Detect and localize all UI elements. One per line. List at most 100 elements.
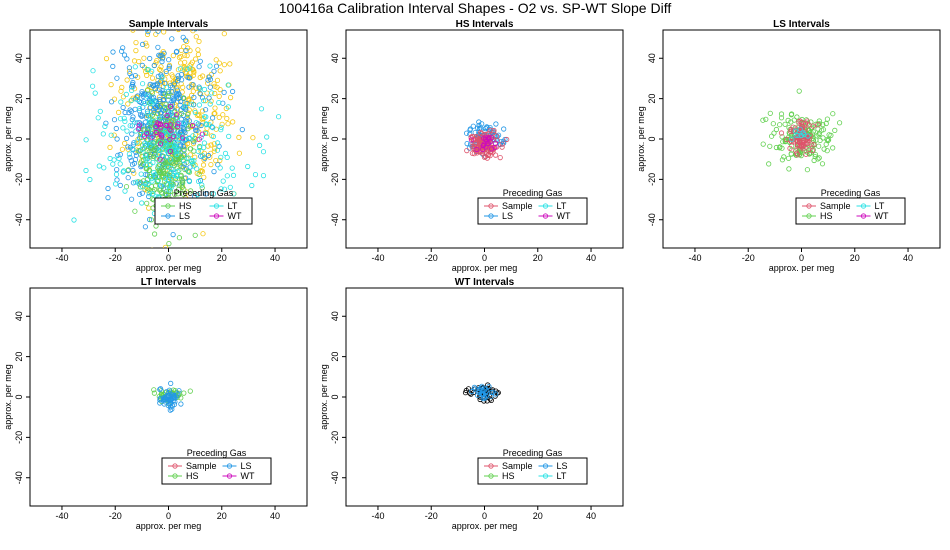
point-lt [210,191,217,197]
point-ls [193,30,198,32]
point-lt [146,191,152,197]
point-ls [197,90,203,96]
point-lt [197,85,203,91]
point-lt [107,155,113,162]
point-lt [192,109,198,116]
point-ls [196,64,202,70]
point-lt [101,165,107,171]
y-tick-label: 0 [330,136,340,141]
point-ls [488,393,494,399]
point-sample [154,57,160,64]
point-ls [502,136,508,143]
point-hs [771,130,777,136]
point-lt [148,176,154,182]
point-hs [155,165,161,171]
point-sample [163,71,169,77]
point-lt [196,178,202,184]
point-hs [177,162,183,168]
point-ls [148,136,154,142]
point-ls [197,58,203,64]
legend-box [477,457,588,485]
point-hs [760,117,766,123]
point-hs [144,200,150,206]
point-ls [146,193,152,200]
point-ls [139,112,145,118]
y-tick-label: 40 [330,311,340,321]
point-ls [193,127,199,133]
point-ls [117,182,123,188]
x-tick-label: 0 [166,511,171,521]
point-lt [83,167,89,174]
y-axis-label: approx. per meg [3,106,13,172]
point-wt [135,126,141,132]
point-lt [252,172,259,178]
point-ls [206,74,212,80]
point-wt [179,135,186,141]
point-lt [135,179,141,185]
point-lt [165,148,171,154]
point-lt [189,158,195,164]
point-ls [129,123,135,129]
point-lt [155,163,161,169]
point-hs [157,170,163,176]
x-tick-label: -40 [688,253,701,263]
point-sample [201,174,207,180]
point-ls [165,97,171,103]
legend-box [154,197,253,225]
point-sample [811,142,817,148]
point-sample [182,52,188,58]
point-sample [169,72,175,78]
point-lt [172,142,178,149]
point-hs [123,184,130,190]
point-ls [169,36,175,42]
point-hs [160,153,166,159]
point-sample [794,142,801,148]
point-sample [492,152,499,158]
point-hs [171,163,177,169]
point-sample [118,88,124,94]
point-ls [151,107,157,113]
point-sample [805,135,811,141]
point-lt [166,140,172,146]
point-sample [200,73,206,79]
point-hs [176,235,182,241]
point-lt [176,136,182,142]
point-sample [803,151,809,157]
point-lt [142,180,149,187]
point-lt [191,163,197,169]
legend-entry-lt: LT [228,201,238,211]
point-sample [802,140,808,147]
point-hs [179,176,185,182]
chart-panel-4: LT Intervals -40 -20 0 20 40 -40 -20 0 20 40 approx… [3,277,308,531]
x-tick-label: -20 [742,253,755,263]
point-sample [149,75,156,81]
point-ls [476,387,482,394]
point-ls [135,93,141,99]
point-ls [480,395,486,402]
point-lt [201,140,207,146]
point-lt [97,310,101,314]
point-wt [486,135,492,141]
point-hs [185,126,191,132]
point-lt [117,161,123,167]
point-ls [154,81,161,87]
point-ls [476,389,482,396]
point-hs [767,110,773,116]
point-ls [125,144,131,150]
point-ls [482,386,489,392]
point-hs [779,134,785,140]
x-tick-label: 20 [850,253,860,263]
point-lt [126,151,132,157]
point-lt [90,68,96,74]
point-lt [149,98,155,104]
point-lt [159,75,165,81]
point-sample [212,105,218,111]
point-wt [159,134,165,140]
legend-key-marker [542,473,549,479]
point-sample [784,136,790,142]
point-sample [186,96,192,102]
y-tick-label: 20 [14,352,24,362]
point-lt [182,103,188,110]
point-wt [477,396,483,403]
point-hs [785,117,791,124]
